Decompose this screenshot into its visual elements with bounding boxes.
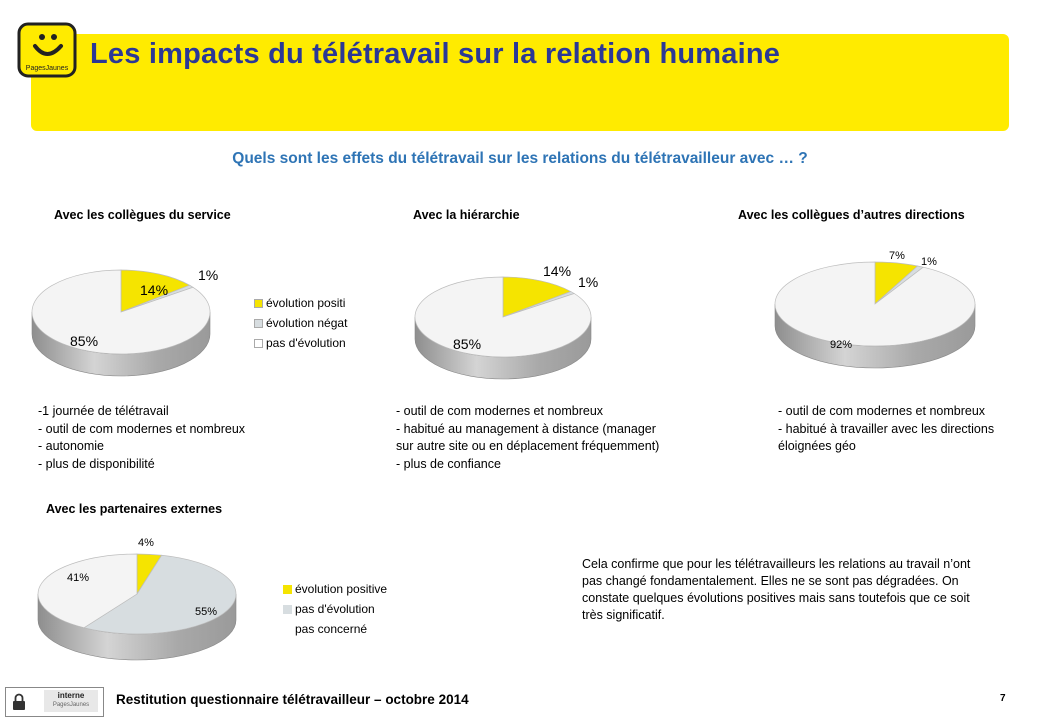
chart-title-directions: Avec les collègues d’autres directions <box>738 208 965 222</box>
data-label-positive: 14% <box>140 282 168 298</box>
chart-title-service: Avec les collègues du service <box>54 208 231 222</box>
note-line: - plus de disponibilité <box>38 456 155 471</box>
title-banner <box>31 34 1009 131</box>
pagesjaunes-logo: PagesJaunes <box>17 22 77 78</box>
lock-icon <box>13 693 25 710</box>
pie-chart-hierarchie: 14% 1% 85% <box>414 263 598 380</box>
chart-title-partenaires: Avec les partenaires externes <box>46 502 223 516</box>
note-line: - outil de com modernes et nombreux <box>778 404 986 418</box>
legend-item-pas-concerne: pas concerné <box>283 619 433 639</box>
pie-chart-partenaires: 4% 55% 41% <box>37 537 237 661</box>
data-label-pas-concerne: 41% <box>67 572 89 584</box>
data-label-positive: 14% <box>543 263 571 279</box>
legend-item-pas-evolution: pas d'évolution <box>283 599 433 619</box>
badge-box: interne PagesJaunes <box>44 690 98 712</box>
note-line: - plus de confiance <box>396 456 501 471</box>
slice-positive <box>120 269 191 313</box>
legend-item-positive: évolution positive <box>283 579 433 599</box>
slice-none <box>774 261 976 347</box>
internal-badge: interne PagesJaunes <box>5 687 104 717</box>
note-line: -1 journée de télétravail <box>38 404 169 418</box>
legend-swatch <box>254 318 263 328</box>
note-line: - outil de com modernes et nombreux <box>38 421 246 436</box>
legend-swatch <box>283 624 292 634</box>
badge-label: interne <box>57 691 85 700</box>
slice-none <box>31 269 211 355</box>
page-number: 7 <box>1000 693 1006 704</box>
note-line: - outil de com modernes et nombreux <box>396 404 604 418</box>
pie-chart-directions: 7% 1% 92% <box>774 250 976 369</box>
footer-text: Restitution questionnaire télétravailleu… <box>116 692 469 707</box>
notes-directions: - outil de com modernes et nombreux - ha… <box>778 403 994 456</box>
data-label-negative: 1% <box>921 256 937 268</box>
data-label-none: 85% <box>70 333 98 349</box>
data-label-none: 92% <box>830 339 852 351</box>
legend-service: évolution positi évolution négat pas d'é… <box>254 293 362 353</box>
badge-sub: PagesJaunes <box>52 702 90 708</box>
note-line: sur autre site ou en déplacement fréquem… <box>396 439 660 453</box>
legend-swatch <box>254 298 263 308</box>
legend-item-positive: évolution positi <box>254 293 362 313</box>
slice-pas-evolution <box>83 554 237 635</box>
logo-text: PagesJaunes <box>26 65 69 72</box>
data-label-positive: 7% <box>889 250 905 262</box>
data-label-negative: 1% <box>198 267 218 283</box>
legend-item-none: pas d'évolution <box>254 333 362 353</box>
legend-swatch <box>283 604 292 614</box>
data-label-pas-evolution: 55% <box>195 606 217 618</box>
legend-swatch <box>283 584 292 594</box>
pie-chart-service: 14% 1% 85% <box>31 267 218 377</box>
data-label-negative: 1% <box>578 274 598 290</box>
note-line: - habitué à travailler avec les directio… <box>778 421 995 436</box>
note-line: - habitué au management à distance (mana… <box>396 421 656 436</box>
note-line: éloignées géo <box>778 439 856 453</box>
page-title: Les impacts du télétravail sur la relati… <box>90 38 781 70</box>
chart-title-hierarchie: Avec la hiérarchie <box>413 208 520 222</box>
legend-item-negative: évolution négat <box>254 313 362 333</box>
legend-swatch <box>254 338 263 348</box>
data-label-none: 85% <box>453 336 481 352</box>
slice-pas-concerne <box>37 553 138 629</box>
note-line: - autonomie <box>38 439 105 453</box>
notes-hierarchie: - outil de com modernes et nombreux - ha… <box>396 403 659 473</box>
notes-service: -1 journée de télétravail - outil de com… <box>38 403 245 473</box>
legend-partenaires: évolution positive pas d'évolution pas c… <box>283 579 433 639</box>
slice-positive <box>502 276 572 318</box>
conclusion-text: Cela confirme que pour les télétravaille… <box>582 557 971 622</box>
data-label-positive: 4% <box>138 537 154 549</box>
slice-none <box>414 276 592 358</box>
question-subtitle: Quels sont les effets du télétravail sur… <box>232 150 808 167</box>
